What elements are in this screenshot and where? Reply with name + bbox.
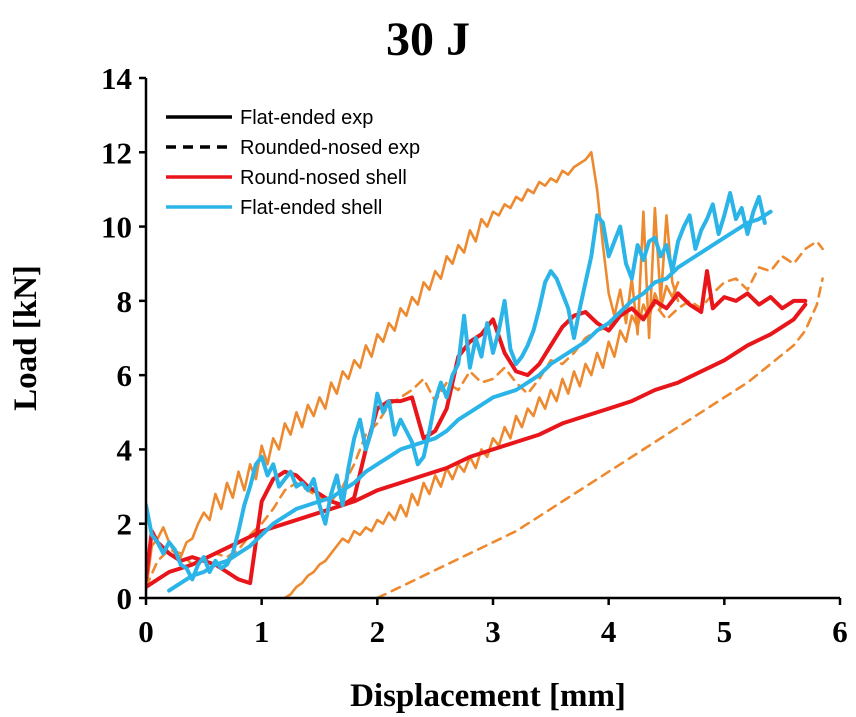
y-tick-label-0: 0 xyxy=(117,581,133,616)
series-line-4 xyxy=(375,277,824,598)
y-tick-label-14: 14 xyxy=(101,61,132,96)
y-tick-label-10: 10 xyxy=(101,210,132,245)
x-tick-label-2: 2 xyxy=(370,614,386,649)
x-tick-label-0: 0 xyxy=(138,614,154,649)
series-line-6 xyxy=(146,302,808,589)
y-axis-label: Load [kN] xyxy=(8,265,44,411)
axes xyxy=(139,76,842,605)
legend-label-3: Round-nosed shell xyxy=(240,167,407,189)
legend: Flat-ended exp Rounded-nosed exp Round-nos… xyxy=(166,107,420,219)
series-line-7 xyxy=(146,191,767,582)
series-line-2 xyxy=(283,280,680,598)
chart-title: 30 J xyxy=(386,13,470,66)
legend-label-1: Flat-ended exp xyxy=(240,107,373,129)
series-line-8 xyxy=(167,209,773,593)
y-tick-label-6: 6 xyxy=(117,358,133,393)
series-line-3 xyxy=(146,240,824,589)
x-axis-label: Displacement [mm] xyxy=(350,678,626,714)
y-tick-label-8: 8 xyxy=(117,284,133,319)
legend-label-2: Rounded-nosed exp xyxy=(240,137,420,159)
x-tick-label-4: 4 xyxy=(601,614,617,649)
y-tick-label-4: 4 xyxy=(117,432,133,467)
legend-label-4: Flat-ended shell xyxy=(240,197,382,219)
x-tick-label-1: 1 xyxy=(254,614,270,649)
y-tick-label-2: 2 xyxy=(117,507,133,542)
x-tick-label-3: 3 xyxy=(485,614,501,649)
series-line-5 xyxy=(146,269,808,586)
series-line-1 xyxy=(146,151,680,592)
y-tick-label-12: 12 xyxy=(101,135,132,170)
series-layer xyxy=(146,151,824,598)
x-tick-label-5: 5 xyxy=(717,614,733,649)
x-tick-label-6: 6 xyxy=(832,614,848,649)
